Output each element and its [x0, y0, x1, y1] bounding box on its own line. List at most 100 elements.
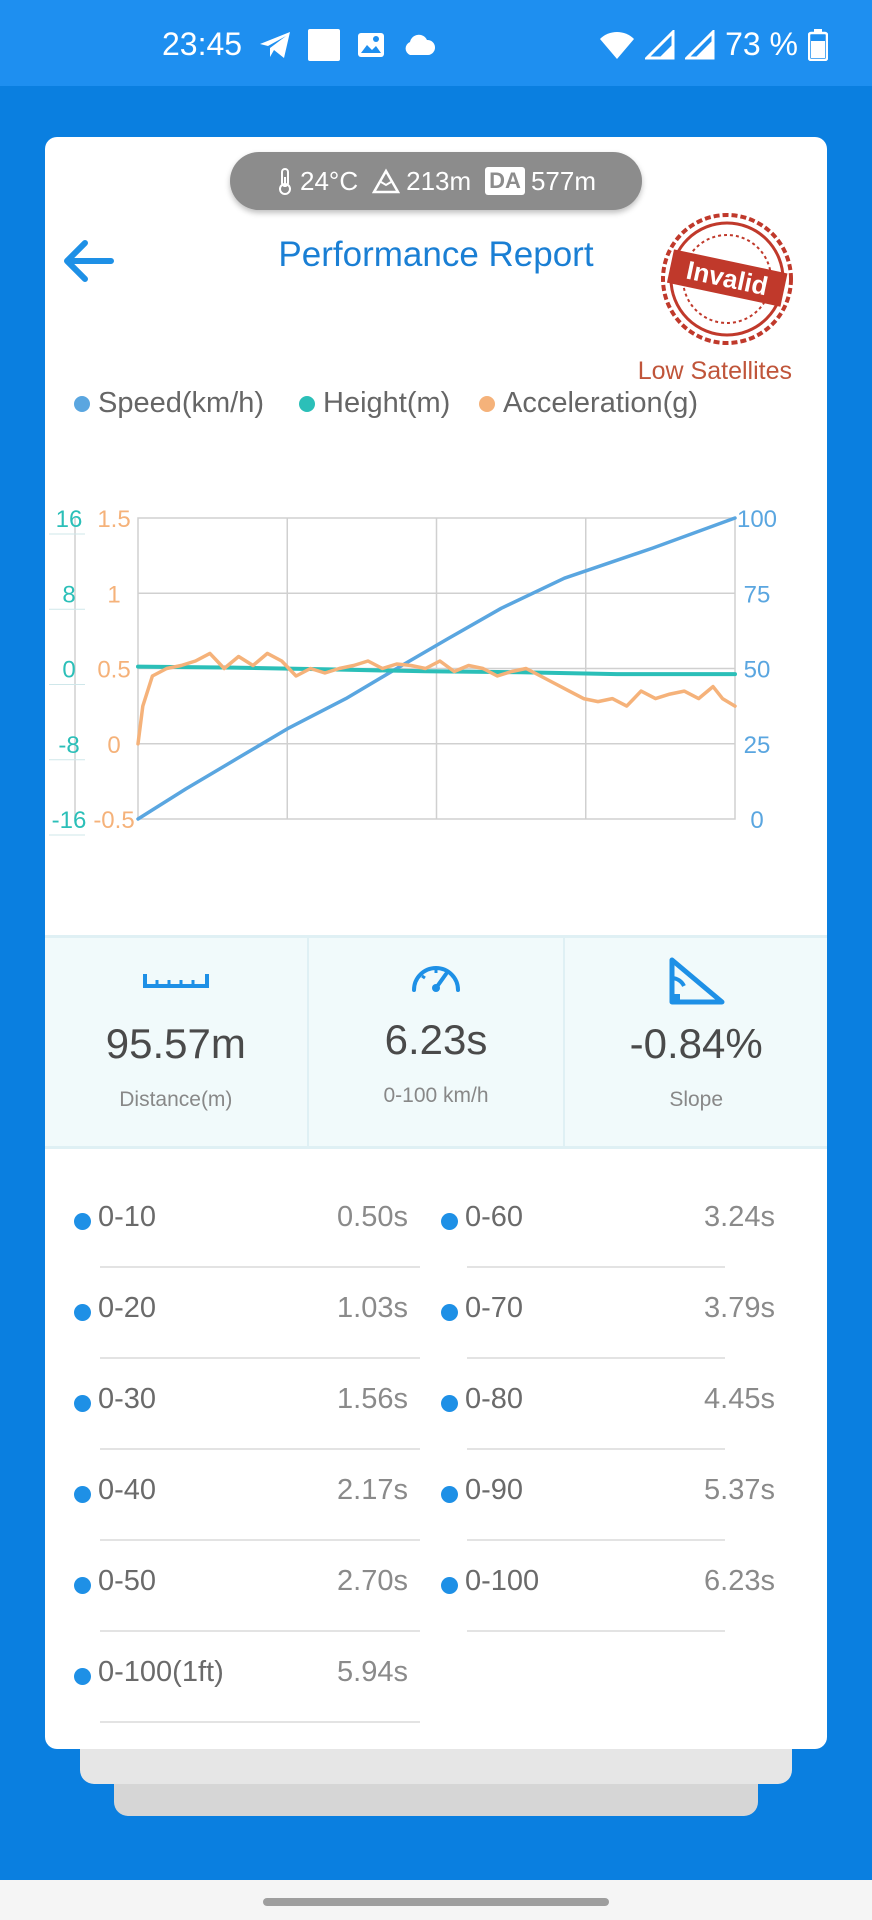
split-time: 3.24s [704, 1201, 775, 1233]
split-row-0-80[interactable]: 0-80 4.45s [437, 1359, 777, 1450]
slope-icon [669, 957, 725, 1005]
bullet-dot [74, 1395, 91, 1412]
page-title: Performance Report [278, 235, 594, 274]
legend-label-height: Height(m) [323, 387, 451, 419]
split-time: 5.94s [337, 1656, 408, 1688]
performance-report-card: 24°C 213m DA 577m Performance Report Inv… [45, 137, 827, 1749]
battery-percentage: 73 % [725, 26, 798, 62]
row-divider [467, 1630, 725, 1632]
status-bar: 23:45 73 % [0, 0, 872, 86]
signal-icon [645, 29, 675, 59]
cloud-icon [405, 34, 436, 55]
signal-icon-2 [685, 29, 715, 59]
split-label: 0-70 [465, 1292, 524, 1324]
slope-value: -0.84% [629, 1020, 763, 1067]
split-time: 6.23s [704, 1565, 775, 1597]
split-row-0-30[interactable]: 0-30 1.56s [70, 1359, 420, 1450]
bullet-dot [441, 1577, 458, 1594]
temperature-info: 24°C [276, 166, 358, 197]
slope-label: Slope [669, 1088, 724, 1111]
row-divider [100, 1357, 420, 1359]
split-row-0-10[interactable]: 0-10 0.50s [70, 1177, 420, 1268]
row-divider [467, 1539, 725, 1541]
row-divider [467, 1266, 725, 1268]
stat-distance: 95.57m Distance(m) [45, 938, 309, 1146]
stats-panel: 95.57m Distance(m) 6.23s 0-100 km/h -0.8… [45, 935, 827, 1149]
bullet-dot [74, 1213, 91, 1230]
telegram-icon [260, 31, 291, 58]
tick-label-speed: 25 [744, 732, 771, 759]
row-divider [100, 1630, 420, 1632]
split-label: 0-100 [465, 1565, 540, 1597]
tick-label-acceleration: 0 [107, 732, 120, 759]
home-gesture-handle[interactable] [263, 1898, 609, 1906]
bullet-dot [441, 1395, 458, 1412]
speed-legend-dot [74, 395, 90, 412]
split-row-0-60[interactable]: 0-60 3.24s [437, 1177, 777, 1268]
temperature-value: 24°C [300, 165, 359, 196]
gallery-icon [358, 32, 385, 57]
da-badge: DA [485, 167, 525, 195]
distance-value: 95.57m [105, 1020, 246, 1067]
split-row-0-70[interactable]: 0-70 3.79s [437, 1268, 777, 1359]
split-row-0-100-1ft[interactable]: 0-100(1ft) 5.94s [70, 1632, 420, 1723]
status-time: 23:45 [162, 26, 243, 62]
split-row-0-20[interactable]: 0-20 1.03s [70, 1268, 420, 1359]
split-label: 0-20 [98, 1292, 157, 1324]
zero-to-hundred-label: 0-100 km/h [383, 1084, 489, 1107]
height-line [136, 664, 737, 677]
wifi-icon [600, 31, 635, 59]
zero-to-hundred-value: 6.23s [384, 1016, 488, 1063]
bullet-dot [74, 1577, 91, 1594]
split-label: 0-90 [465, 1474, 524, 1506]
acceleration-line [136, 651, 737, 746]
tick-label-height: -16 [52, 807, 87, 834]
tick-label-acceleration: 1 [107, 581, 120, 608]
speed-line [136, 516, 737, 821]
row-divider [100, 1266, 420, 1268]
bullet-dot [74, 1304, 91, 1321]
height-legend-dot [299, 395, 315, 412]
stat-slope: -0.84% Slope [565, 938, 827, 1146]
split-label: 0-60 [465, 1201, 524, 1233]
legend-label-speed: Speed(km/h) [98, 387, 265, 419]
environment-info-pill: 24°C 213m DA 577m [230, 152, 642, 210]
row-divider [100, 1539, 420, 1541]
split-label: 0-80 [465, 1383, 524, 1415]
tick-label-acceleration: -0.5 [93, 807, 134, 834]
split-label: 0-30 [98, 1383, 157, 1415]
split-time: 1.56s [337, 1383, 408, 1415]
invalid-stamp: Invalid [661, 213, 793, 345]
split-row-0-40[interactable]: 0-40 2.17s [70, 1450, 420, 1541]
tick-label-acceleration: 1.5 [97, 506, 130, 533]
app-notification-icon [308, 28, 341, 61]
split-time: 2.17s [337, 1474, 408, 1506]
tick-label-acceleration: 0.5 [97, 657, 130, 684]
ruler-icon [142, 974, 209, 988]
acceleration-legend-dot [479, 395, 495, 412]
split-label: 0-40 [98, 1474, 157, 1506]
navigation-bar [0, 1880, 872, 1920]
density-altitude-value: 577m [530, 165, 596, 196]
legend-item-height[interactable]: Height(m) [299, 387, 450, 420]
tick-label-speed: 100 [737, 506, 777, 533]
legend-label-acceleration: Acceleration(g) [503, 387, 699, 419]
split-row-0-100[interactable]: 0-100 6.23s [437, 1541, 777, 1632]
bullet-dot [441, 1213, 458, 1230]
back-arrow-icon[interactable] [59, 231, 119, 291]
row-divider [100, 1721, 420, 1723]
tick-label-height: 0 [62, 657, 75, 684]
split-time: 5.37s [704, 1474, 775, 1506]
bullet-dot [441, 1486, 458, 1503]
split-time: 0.50s [337, 1201, 408, 1233]
altitude-value: 213m [406, 165, 472, 196]
row-divider [467, 1448, 725, 1450]
row-divider [100, 1448, 420, 1450]
legend-item-speed[interactable]: Speed(km/h) [74, 387, 264, 420]
stat-zero-to-hundred: 6.23s 0-100 km/h [309, 938, 566, 1146]
battery-icon [808, 28, 828, 61]
split-row-0-90[interactable]: 0-90 5.37s [437, 1450, 777, 1541]
split-row-0-50[interactable]: 0-50 2.70s [70, 1541, 420, 1632]
legend-item-acceleration[interactable]: Acceleration(g) [479, 387, 698, 420]
tick-label-speed: 0 [750, 807, 763, 834]
